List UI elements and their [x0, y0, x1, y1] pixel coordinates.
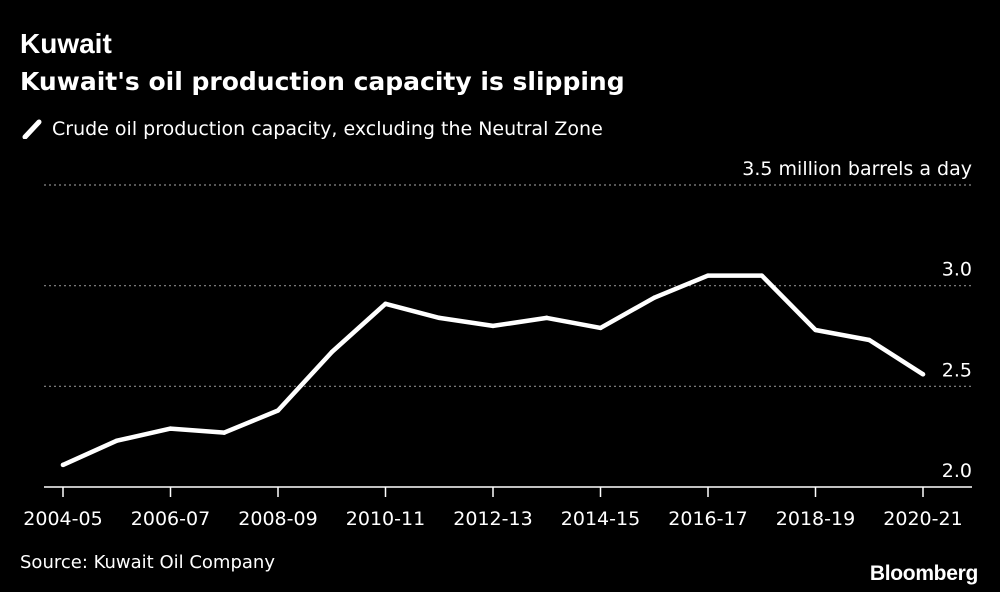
x-tick-label: 2018-19	[776, 508, 855, 530]
data-point	[437, 315, 442, 321]
x-tick-label: 2016-17	[668, 508, 747, 530]
data-point	[705, 273, 711, 278]
x-tick-label: 2004-05	[23, 508, 102, 530]
x-tick-label: 2008-09	[238, 508, 317, 530]
legend-line-icon	[22, 119, 42, 139]
y-axis-labels: 2.0 2.5 3.0 3.5 million barrels a day	[742, 158, 972, 482]
x-tick-label: 2020-21	[883, 508, 962, 530]
data-point	[114, 438, 119, 443]
x-tick-label: 2010-11	[346, 508, 425, 530]
data-point	[60, 462, 66, 468]
data-point	[490, 323, 496, 329]
bloomberg-logo: Bloomberg	[869, 562, 978, 585]
data-point	[168, 426, 173, 431]
x-tick-label: 2014-15	[561, 508, 640, 530]
chart-title: Kuwait's oil production capacity is slip…	[20, 67, 625, 96]
x-tick-label: 2006-07	[131, 508, 210, 530]
data-point	[383, 301, 388, 306]
x-tick-label: 2012-13	[453, 508, 532, 530]
y-tick-label: 3.0	[942, 259, 972, 281]
data-point	[329, 349, 334, 355]
data-point	[652, 295, 657, 300]
legend-label: Crude oil production capacity, excluding…	[52, 118, 603, 140]
data-point	[920, 372, 926, 377]
data-point	[759, 273, 764, 278]
data-point	[867, 337, 872, 343]
y-tick-label: 2.5	[942, 359, 972, 381]
y-tick-label: 3.5 million barrels a day	[742, 158, 972, 180]
data-point	[222, 430, 227, 435]
series-line	[60, 273, 926, 468]
grid-lines	[44, 184, 972, 387]
x-axis-ticks: 2004-05 2006-07 2008-09 2010-11 2012-13 2014-…	[23, 487, 963, 530]
data-point	[598, 325, 603, 331]
data-point	[813, 327, 818, 333]
legend: Crude oil production capacity, excluding…	[22, 118, 603, 140]
chart-headline: Kuwait	[20, 28, 112, 59]
series-lines	[60, 273, 926, 468]
y-tick-label: 2.0	[942, 460, 972, 482]
data-point	[275, 408, 281, 413]
data-point	[544, 315, 549, 321]
source-note: Source: Kuwait Oil Company	[20, 552, 275, 573]
